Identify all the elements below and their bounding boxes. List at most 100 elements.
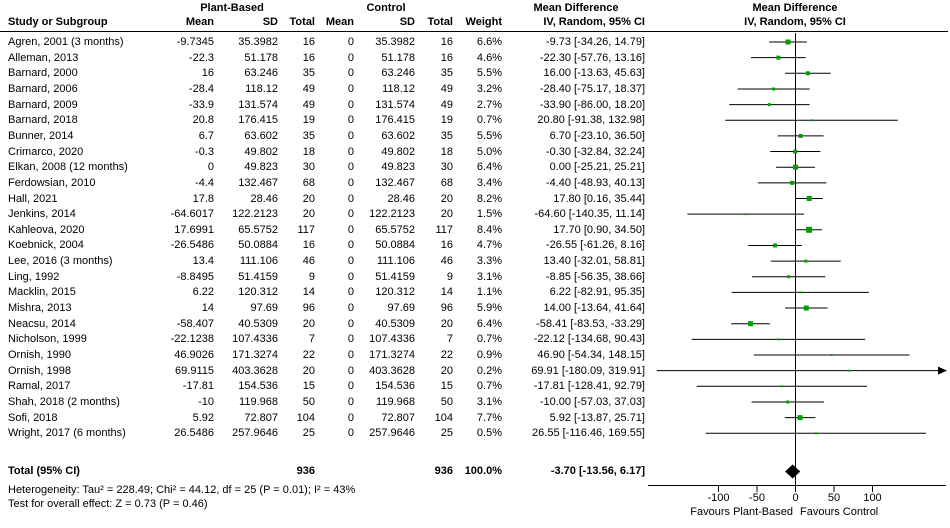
total1-cell: 117 — [297, 223, 315, 236]
weight-cell: 3.3% — [476, 255, 502, 268]
effect-square — [803, 305, 809, 311]
mean1-cell: -17.81 — [182, 380, 214, 393]
study-name: Ferdowsian, 2010 — [8, 176, 96, 189]
weight-cell: 0.7% — [476, 333, 502, 346]
ci-cell: -64.60 [-140.35, 11.14] — [534, 208, 646, 221]
mean2-cell: 0 — [347, 270, 354, 283]
total1-cell: 16 — [302, 239, 315, 252]
study-name: Barnard, 2009 — [8, 98, 78, 111]
study-row: Bunner, 2014 6.7 63.602 35 0 63.602 35 5.5% 6.70… — [0, 128, 950, 144]
total1-cell: 20 — [302, 208, 315, 221]
mean1-cell: 26.5486 — [174, 427, 214, 440]
study-name: Mishra, 2013 — [8, 302, 72, 315]
sd1-cell: 65.5752 — [238, 223, 278, 236]
weight-cell: 7.7% — [476, 411, 502, 424]
study-row: Crimarco, 2020 -0.3 49.802 18 0 49.802 18 5.0% -… — [0, 144, 950, 160]
column-header-total2: Total — [427, 16, 453, 28]
mean2-cell: 0 — [347, 427, 354, 440]
total2-cell: 15 — [440, 380, 453, 393]
sd2-cell: 403.3628 — [369, 364, 415, 377]
mean1-cell: -22.1238 — [170, 333, 214, 346]
effect-square — [786, 400, 790, 404]
study-name: Barnard, 2018 — [8, 114, 78, 127]
sd2-cell: 132.467 — [375, 176, 415, 189]
weight-cell: 5.5% — [476, 129, 502, 142]
ci-cell: 17.70 [0.90, 34.50] — [553, 223, 645, 236]
weight-cell: 1.5% — [476, 208, 502, 221]
total1-cell: 18 — [302, 145, 315, 158]
study-name: Elkan, 2008 (12 months) — [8, 161, 128, 174]
sd2-cell: 154.536 — [375, 380, 415, 393]
column-header-sd2: SD — [399, 16, 415, 28]
mean2-cell: 0 — [347, 239, 354, 252]
sd2-cell: 28.46 — [387, 192, 415, 205]
sd2-cell: 119.968 — [376, 395, 415, 408]
study-row: Ornish, 1990 46.9026 171.3274 22 0 171.3274 22… — [0, 347, 950, 363]
total1-cell: 46 — [302, 255, 315, 268]
mean2-cell: 0 — [347, 317, 354, 330]
favours-right-label: Favours Control — [800, 506, 879, 518]
column-header-total1: Total — [289, 16, 315, 28]
mean1-cell: 0 — [207, 161, 214, 174]
total2-cell: 104 — [434, 411, 453, 424]
total2-cell: 50 — [440, 395, 453, 408]
total1-cell: 96 — [302, 302, 315, 315]
study-name: Wright, 2017 (6 months) — [8, 427, 126, 440]
total2-cell: 35 — [440, 67, 453, 80]
study-row: Ferdowsian, 2010 -4.4 132.467 68 0 132.467 68 3… — [0, 175, 950, 191]
axis-tick-label: -100 — [707, 492, 730, 504]
column-header-mean2: Mean — [325, 16, 354, 28]
study-row: Agren, 2001 (3 months) -9.7345 35.3982 16 0 3… — [0, 34, 950, 50]
mean1-cell: 17.6991 — [174, 223, 214, 236]
total-n2: 936 — [434, 465, 453, 477]
ci-cell: -4.40 [-48.93, 40.13] — [545, 176, 645, 189]
study-name: Kahleova, 2020 — [8, 223, 85, 236]
axis-tick-label: 50 — [827, 492, 841, 504]
sd1-cell: 63.602 — [244, 129, 278, 142]
study-row: Nicholson, 1999 -22.1238 107.4336 7 0 107.433… — [0, 331, 950, 347]
mean1-cell: -9.7345 — [176, 36, 214, 48]
study-name: Ornish, 1998 — [8, 364, 71, 377]
effect-square — [814, 432, 817, 435]
column-header-study: Study or Subgroup — [8, 16, 108, 28]
sd1-cell: 107.4336 — [232, 333, 278, 346]
sd2-cell: 118.12 — [382, 82, 415, 95]
effect-square — [848, 369, 851, 372]
weight-cell: 1.1% — [476, 286, 502, 299]
sd2-cell: 51.178 — [381, 51, 415, 64]
total2-cell: 49 — [440, 98, 453, 111]
sd1-cell: 51.4159 — [238, 270, 278, 283]
total2-cell: 35 — [440, 129, 453, 142]
ci-cell: -17.81 [-128.41, 92.79] — [533, 380, 645, 393]
study-name: Koebnick, 2004 — [8, 239, 84, 252]
sd1-cell: 50.0884 — [238, 239, 278, 252]
sd1-cell: 119.968 — [239, 395, 278, 408]
sd2-cell: 63.602 — [381, 129, 415, 142]
total1-cell: 35 — [302, 67, 315, 80]
mean2-cell: 0 — [347, 286, 354, 299]
study-name: Macklin, 2015 — [8, 286, 76, 299]
ci-cell: 6.70 [-23.10, 36.50] — [549, 129, 645, 142]
weight-cell: 0.7% — [476, 380, 502, 393]
effect-square — [804, 259, 808, 263]
sd2-cell: 111.106 — [376, 255, 415, 268]
sd1-cell: 51.178 — [244, 51, 278, 64]
ci-cell: -10.00 [-57.03, 37.03] — [539, 395, 645, 408]
total2-cell: 30 — [440, 161, 453, 174]
study-row: Neacsu, 2014 -58.407 40.5309 20 0 40.5309 20 6.… — [0, 316, 950, 332]
total-n1: 936 — [296, 465, 315, 477]
mean2-cell: 0 — [347, 349, 354, 361]
weight-cell: 2.7% — [476, 98, 502, 111]
mean1-cell: -10 — [198, 395, 214, 408]
weight-cell: 0.2% — [476, 364, 502, 377]
total1-cell: 49 — [302, 98, 315, 111]
group-header-control: Control — [366, 2, 406, 14]
sd1-cell: 122.2123 — [232, 208, 278, 221]
study-name: Alleman, 2013 — [8, 51, 79, 64]
ci-cell: 17.80 [0.16, 35.44] — [553, 192, 645, 205]
study-row: Mishra, 2013 14 97.69 96 0 97.69 96 5.9% 14.00 [… — [0, 300, 950, 316]
sd1-cell: 49.802 — [244, 145, 278, 158]
mean1-cell: 17.8 — [192, 192, 214, 205]
study-row: Ramal, 2017 -17.81 154.536 15 0 154.536 15 0.7%… — [0, 378, 950, 394]
effect-square — [806, 226, 813, 233]
